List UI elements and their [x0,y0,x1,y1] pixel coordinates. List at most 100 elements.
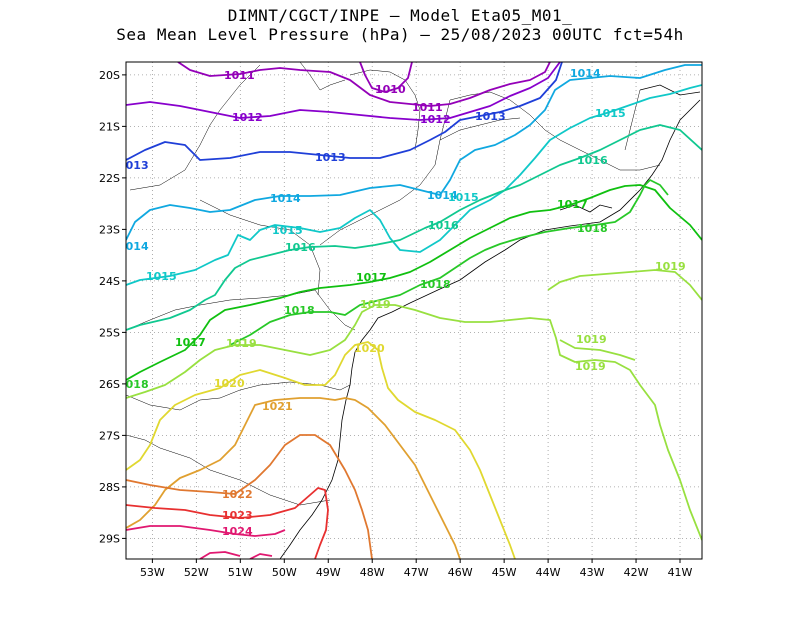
latitude-axis: 20S 21S 22S 23S 24S 25S 26S 27S 28S 29S [99,69,126,545]
isobar-label-1017: 1017 [356,271,387,284]
isobar-label-1018: 1018 [284,304,315,317]
isobar-label-1011: 1011 [224,69,255,82]
isobar-label-1019: 1019 [226,337,257,350]
isobars [126,62,702,559]
isobar-label-1018: 1018 [577,222,608,235]
isobar-label-1018: 1018 [420,278,451,291]
isobar-1015 [126,84,702,286]
isobar-label-1020: 1020 [214,377,245,390]
isobar-1012 [126,62,561,121]
isobar-1014 [126,64,702,241]
coastline-path [639,84,701,96]
isobar-label-1017: 1017 [175,336,206,349]
isobar-1024b [199,551,241,559]
isobar-1023 [126,487,329,559]
longitude-axis: 53W 52W 51W 50W 49W 48W 47W 46W 45W 44W 43W 42W 41W [140,559,693,579]
isobar-label-1014: 1014 [427,189,458,202]
isobar-1017 [126,184,702,381]
isobar-label-1013: 1013 [475,110,506,123]
border-path [349,69,421,151]
isobar-label-1017: 1017 [557,198,588,211]
isobar-1010 [359,62,413,93]
lon-tick-label: 44W [536,566,561,579]
isobar-1022 [126,434,373,559]
lat-tick-label: 28S [99,481,120,494]
isobar-label-1015: 1015 [448,191,479,204]
border-path [129,64,261,191]
isobar-label-1020: 1020 [354,342,385,355]
coastline-path [369,99,701,331]
isobar-label-1012: 1012 [420,113,451,126]
map-frame [125,61,703,560]
isobar-label-1016: 1016 [285,241,316,254]
lon-tick-label: 49W [316,566,341,579]
lon-tick-label: 53W [140,566,165,579]
lat-tick-label: 24S [99,275,120,288]
lat-tick-label: 26S [99,378,120,391]
lon-tick-label: 42W [624,566,649,579]
lon-tick-label: 45W [492,566,517,579]
isobar-label-1014: 1014 [118,240,149,253]
lat-tick-label: 21S [99,120,120,133]
border-path [319,99,451,246]
lon-tick-label: 46W [448,566,473,579]
isobar-label-1016: 1016 [428,219,459,232]
border-path [199,199,321,296]
isobar-label-1012: 1012 [232,111,263,124]
coastline-path [279,329,371,559]
lon-tick-label: 50W [272,566,297,579]
isobar-1011 [177,62,551,107]
isobar-1019b [547,269,702,301]
plot-title-line1: DIMNT/CGCT/INPE – Model Eta05_M01_ [227,6,573,25]
border-path [126,289,356,331]
lon-tick-label: 41W [668,566,693,579]
isobar-1018 [229,179,669,346]
border-path [439,117,521,141]
isobar-1020 [126,341,516,559]
isobar-label-1019: 1019 [360,298,391,311]
isobar-label-1013: 1013 [118,159,149,172]
isobar-label-1011: 1011 [412,101,443,114]
lat-tick-label: 20S [99,69,120,82]
isobar-1013 [126,62,563,161]
isobar-1019c [559,339,636,361]
plot-title-line2: Sea Mean Level Pressure (hPa) – 25/08/20… [116,25,684,44]
isobar-label-1019: 1019 [655,260,686,273]
isobar-label-1014: 1014 [270,192,301,205]
lat-tick-label: 23S [99,223,120,236]
border-path [449,91,546,131]
isobar-label-1015: 1015 [146,270,177,283]
isobar-label-1013: 1013 [315,151,346,164]
lat-tick-label: 27S [99,429,120,442]
lat-tick-label: 22S [99,172,120,185]
lon-tick-label: 51W [228,566,253,579]
isobar-labels: 1011 1010 1011 1012 1012 1013 1013 1013 … [118,67,686,538]
isobar-label-1023: 1023 [222,509,253,522]
border-path [544,129,661,171]
lon-tick-label: 48W [360,566,385,579]
isobar-1021 [126,397,461,559]
lon-tick-label: 47W [404,566,429,579]
isobar-label-1010: 1010 [375,83,406,96]
isobar-label-1014: 1014 [570,67,601,80]
isobar-1024c [249,553,273,559]
isobar-label-1015: 1015 [595,107,626,120]
isobar-label-1019: 1019 [575,360,606,373]
isobar-1019 [126,304,702,541]
lon-tick-label: 43W [580,566,605,579]
coastline-path [559,204,613,213]
isobar-label-1021: 1021 [262,400,293,413]
border-path [126,381,351,411]
isobar-label-1022: 1022 [222,488,253,501]
isobar-1024 [126,525,286,537]
isobar-label-1015: 1015 [272,224,303,237]
lat-tick-label: 29S [99,532,120,545]
lon-tick-label: 52W [184,566,209,579]
border-path [624,89,641,151]
isobar-label-1019: 1019 [576,333,607,346]
isobar-label-1024: 1024 [222,525,253,538]
isobar-label-1016: 1016 [577,154,608,167]
lat-tick-label: 25S [99,326,120,339]
isobar-label-1018: 1018 [118,378,149,391]
